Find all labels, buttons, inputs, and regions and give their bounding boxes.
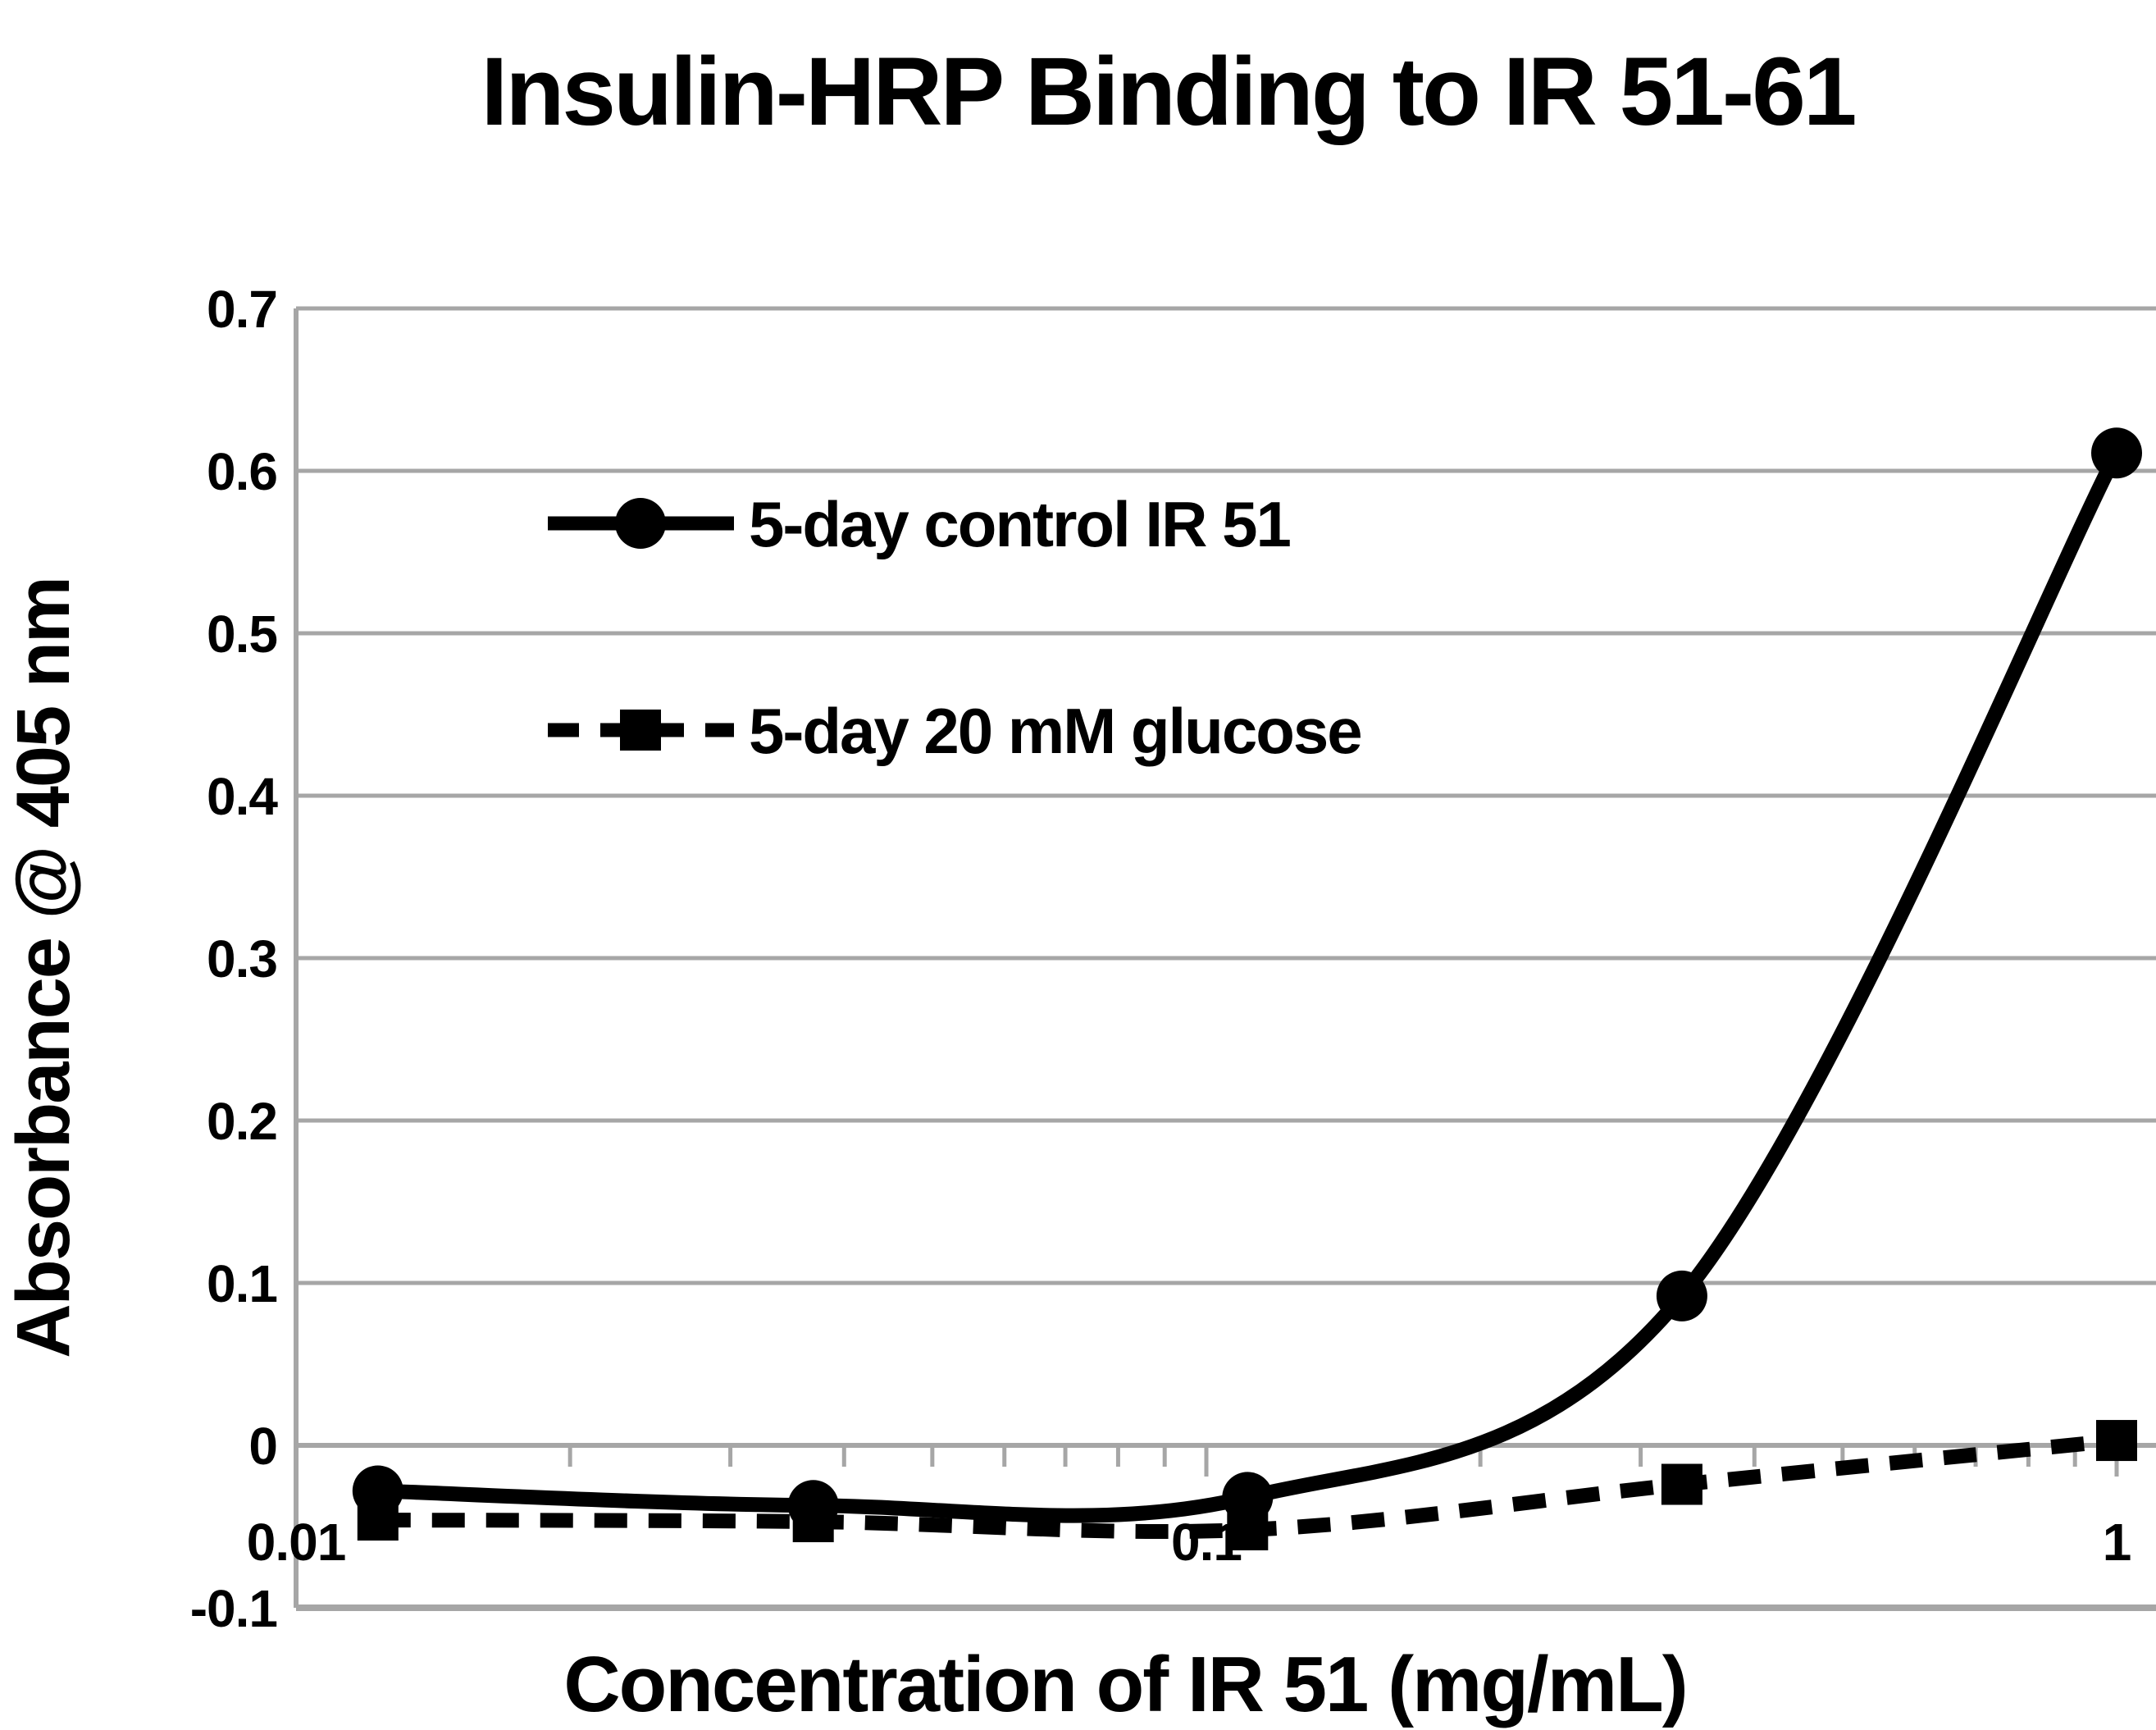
y-tick-label: 0.4 — [207, 767, 278, 826]
legend-samples — [548, 498, 734, 751]
y-tick-label: 0.7 — [207, 280, 277, 339]
data-point-circle — [787, 1480, 839, 1531]
y-tick-label: 0.5 — [207, 605, 277, 664]
data-point-circle — [352, 1465, 403, 1517]
data-series — [352, 427, 2142, 1550]
y-tick-label: 0.1 — [207, 1254, 277, 1313]
chart-title: Insulin-HRP Binding to IR 51-61 — [481, 38, 1855, 146]
x-tick-label: 0.01 — [247, 1513, 346, 1572]
data-point-circle — [1656, 1270, 1707, 1321]
y-tick-label: 0.2 — [207, 1092, 277, 1151]
y-axis-title: Absorbance @ 405 nm — [2, 577, 85, 1358]
y-tick-label: 0.3 — [207, 929, 277, 988]
data-point-square — [1661, 1463, 1702, 1505]
y-tick-label: 0 — [248, 1417, 277, 1476]
x-tick-label: 1 — [2103, 1513, 2131, 1572]
data-point-square — [2096, 1420, 2137, 1462]
legend-sample-square — [620, 710, 661, 751]
y-tick-label: -0.1 — [190, 1579, 277, 1638]
y-tick-label: 0.6 — [207, 442, 277, 501]
data-point-circle — [2091, 427, 2142, 479]
legend-item-glucose-label: 5-day 20 mM glucose — [749, 695, 1361, 767]
data-point-circle — [1222, 1472, 1274, 1523]
tick-labels: 0.70.60.50.40.30.20.10-0.10.01 0.1 1 — [190, 280, 2132, 1638]
x-axis-title: Concentration of IR 51 (mg/mL) — [563, 1641, 1686, 1728]
legend-sample-circle — [615, 498, 666, 549]
legend-item-control-label: 5-day control IR 51 — [749, 488, 1290, 560]
series-line-control — [377, 450, 2123, 1523]
gridlines — [296, 306, 2156, 1611]
